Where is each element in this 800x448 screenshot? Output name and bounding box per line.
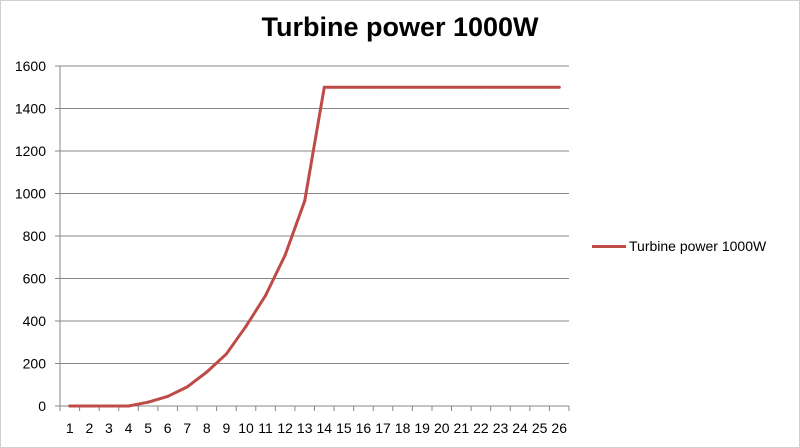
data-point-13 [303,199,307,203]
data-point-16 [361,85,365,89]
y-tick-label-1600: 1600 [15,58,46,74]
x-tick-label-11: 11 [258,420,273,436]
data-point-15 [342,85,346,89]
x-tick-label-7: 7 [183,420,191,436]
data-point-17 [381,85,385,89]
data-point-2 [87,404,91,408]
x-tick-label-13: 13 [297,420,313,436]
data-point-5 [146,400,150,404]
legend-label: Turbine power 1000W [629,238,767,254]
x-tick-label-19: 19 [414,420,430,436]
y-tick-label-0: 0 [38,398,46,414]
y-tick-label-400: 400 [23,313,47,329]
y-tick-label-600: 600 [23,271,47,287]
data-point-20 [440,85,444,89]
data-point-12 [283,253,287,257]
x-tick-label-3: 3 [105,420,113,436]
chart-legend: Turbine power 1000W [592,236,766,256]
y-tick-label-1400: 1400 [15,101,46,117]
data-point-18 [401,85,405,89]
series-line-0 [68,85,561,408]
data-point-23 [498,85,502,89]
x-tick-label-12: 12 [277,420,293,436]
x-tick-label-6: 6 [164,420,172,436]
x-tick-label-23: 23 [493,420,509,436]
data-point-6 [166,394,170,398]
data-point-10 [244,324,248,328]
x-tick-label-16: 16 [356,420,372,436]
data-point-22 [479,85,483,89]
chart-title: Turbine power 1000W [261,12,539,42]
data-point-24 [518,85,522,89]
data-point-8 [205,370,209,374]
data-point-3 [107,404,111,408]
x-tick-label-21: 21 [454,420,470,436]
x-tick-label-2: 2 [85,420,93,436]
x-tick-label-1: 1 [66,420,74,436]
x-tick-label-26: 26 [551,420,567,436]
x-tick-label-17: 17 [375,420,391,436]
data-point-9 [224,352,228,356]
data-point-4 [127,404,131,408]
x-tick-label-18: 18 [395,420,411,436]
data-point-19 [420,85,424,89]
x-tick-label-8: 8 [203,420,211,436]
x-tick-label-15: 15 [336,420,352,436]
y-tick-label-200: 200 [23,356,47,372]
data-point-7 [185,385,189,389]
x-tick-label-5: 5 [144,420,152,436]
y-tick-label-800: 800 [23,228,47,244]
x-tick-label-4: 4 [125,420,133,436]
x-tick-label-10: 10 [238,420,254,436]
x-tick-label-14: 14 [316,420,332,436]
data-point-21 [459,85,463,89]
data-point-11 [264,294,268,297]
legend-swatch [592,244,626,248]
data-point-1 [68,404,72,408]
x-tick-label-20: 20 [434,420,450,436]
x-tick-label-25: 25 [532,420,548,436]
data-point-14 [322,85,326,89]
x-tick-label-24: 24 [512,420,528,436]
data-point-25 [538,85,542,89]
y-tick-label-1200: 1200 [15,143,46,159]
data-point-26 [557,85,561,89]
x-tick-label-22: 22 [473,420,489,436]
x-tick-label-9: 9 [223,420,231,436]
y-tick-label-1000: 1000 [15,186,46,202]
